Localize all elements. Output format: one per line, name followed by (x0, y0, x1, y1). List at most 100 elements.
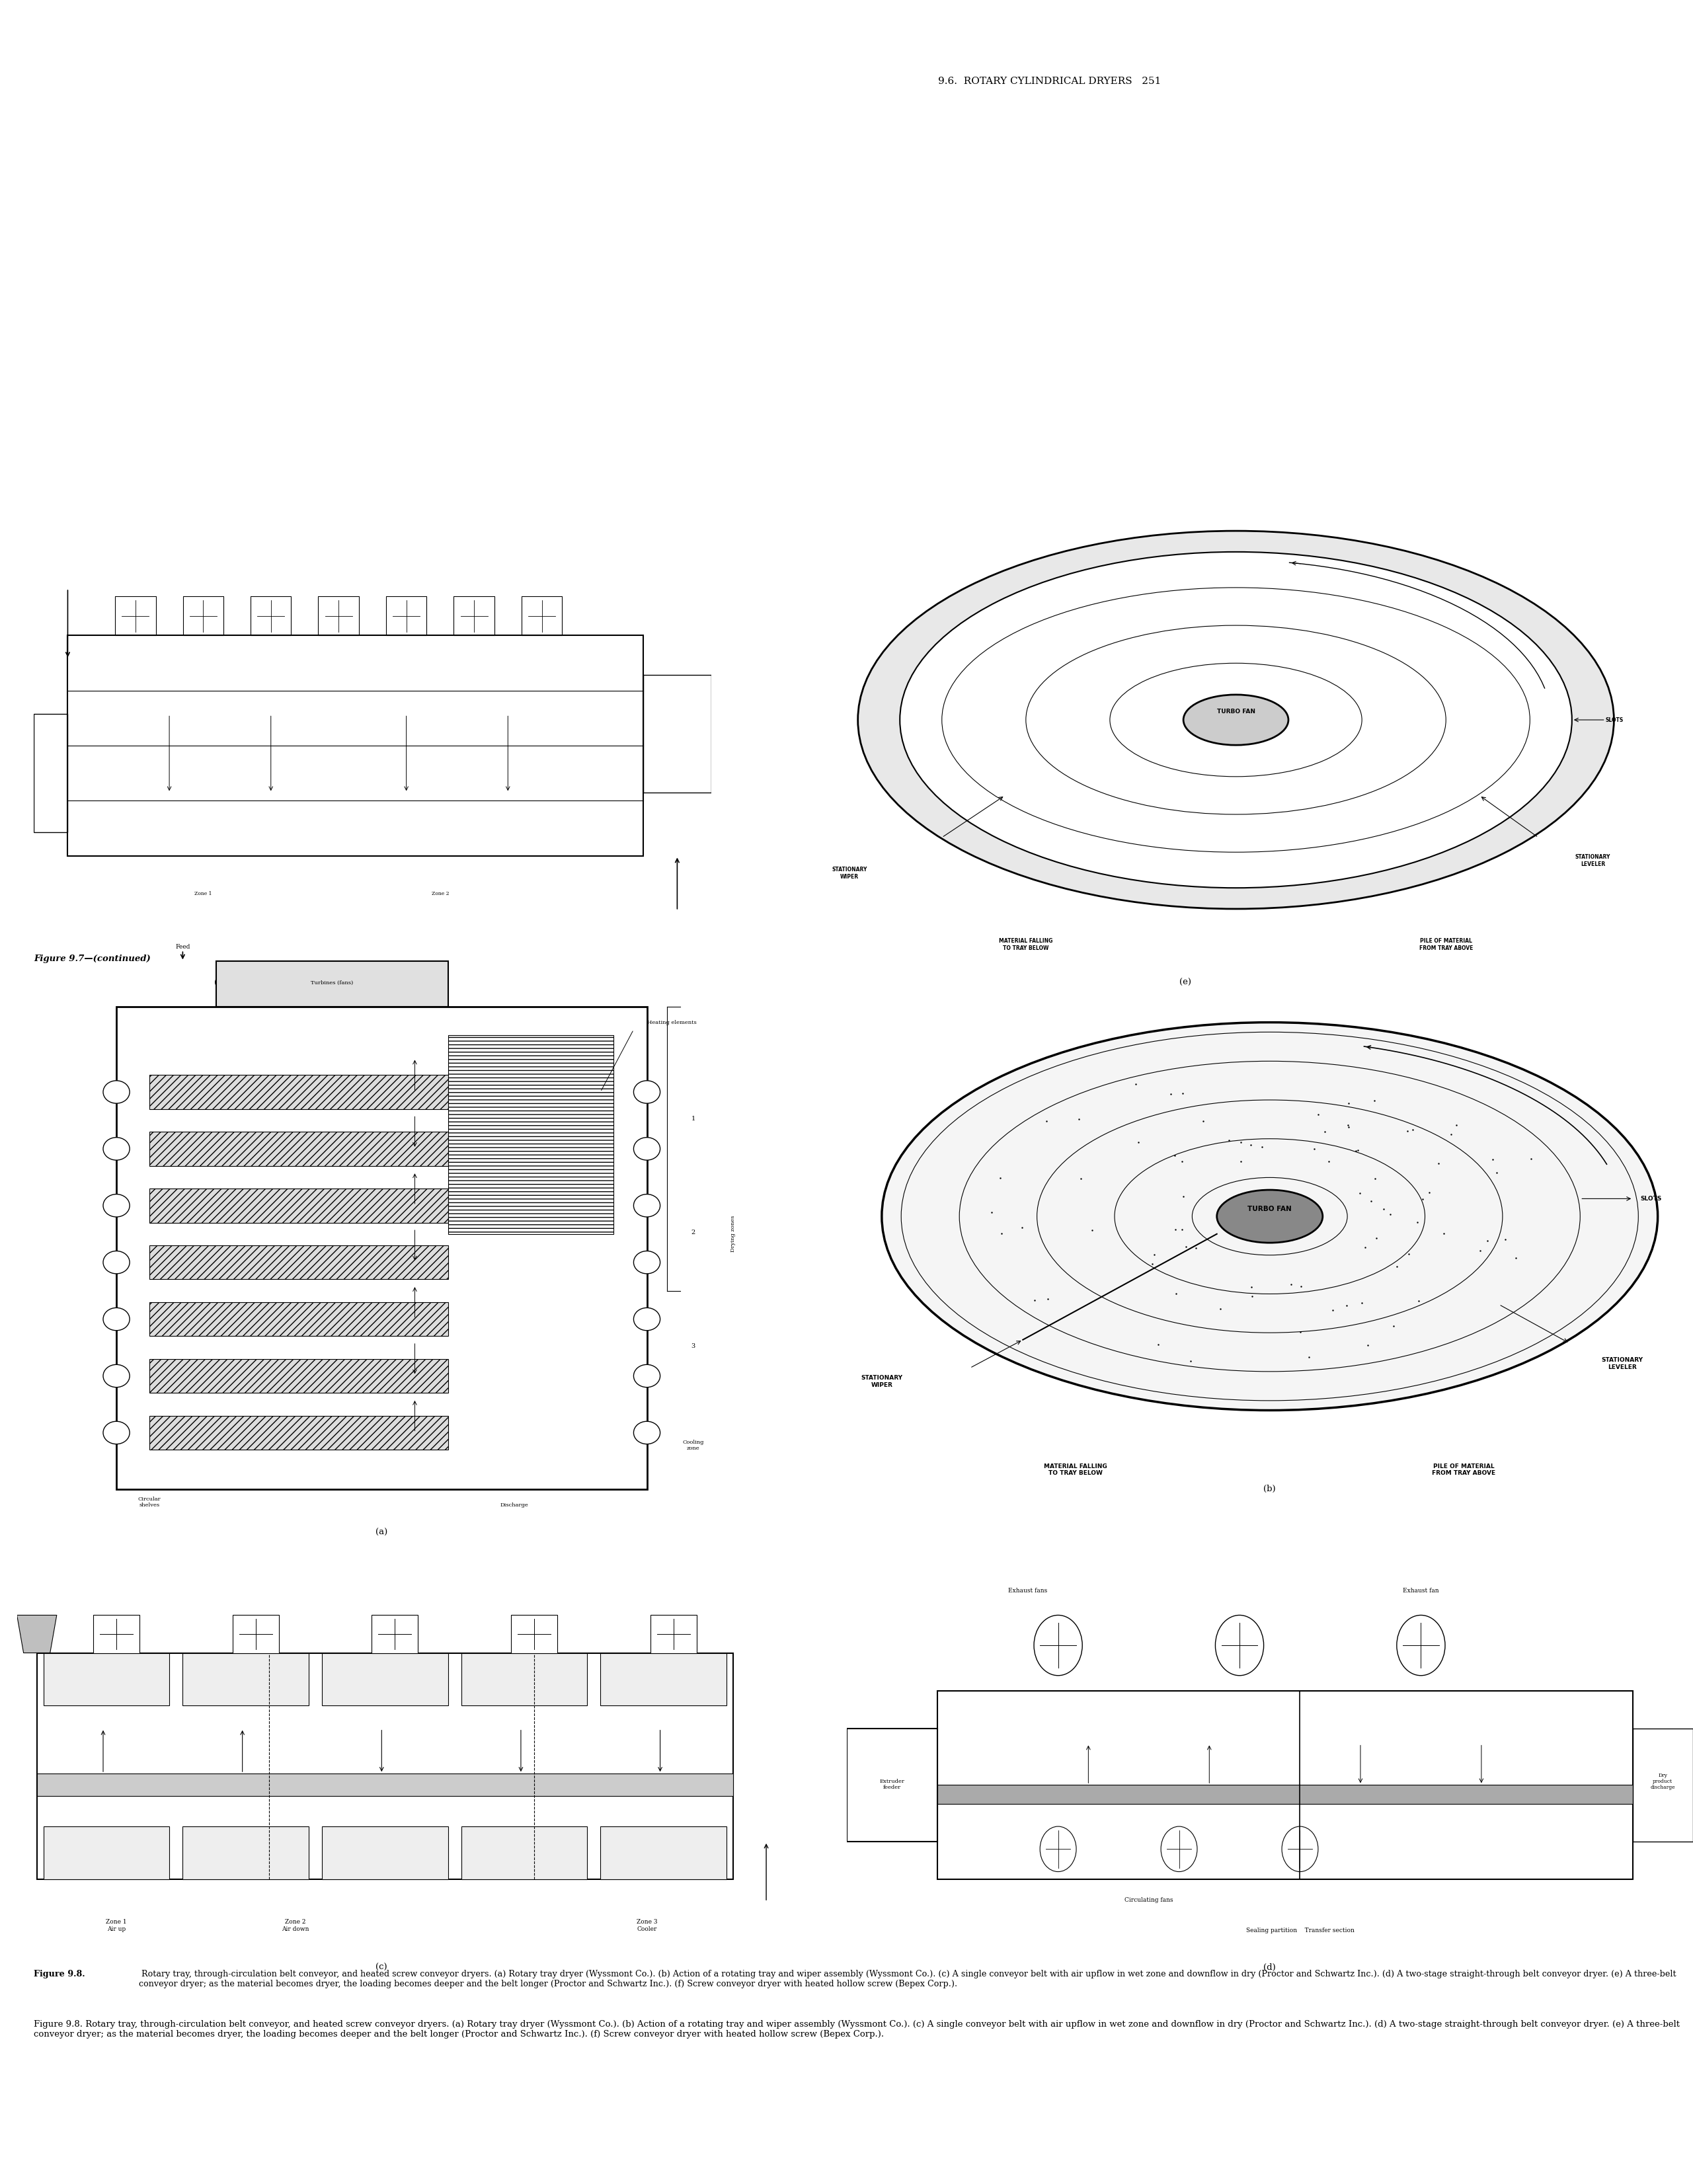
Circle shape (633, 1365, 660, 1387)
Bar (386, 596, 427, 636)
Circle shape (1216, 1616, 1263, 1675)
Bar (322, 1826, 449, 1878)
Text: Extruder
feeder: Extruder feeder (879, 1778, 904, 1791)
Bar (183, 1653, 308, 1706)
Text: (d): (d) (1263, 1963, 1277, 1972)
Text: Zone 2: Zone 2 (432, 891, 449, 895)
Bar (846, 1728, 938, 1841)
Circle shape (633, 1138, 660, 1160)
Bar (643, 675, 711, 793)
Bar (93, 1616, 139, 1653)
Text: Circular
shelves: Circular shelves (139, 1496, 161, 1507)
Text: 3: 3 (691, 1343, 696, 1350)
Text: (b): (b) (1263, 1485, 1277, 1494)
Bar (454, 596, 494, 636)
Bar (322, 1653, 449, 1706)
Text: PILE OF MATERIAL
FROM TRAY ABOVE: PILE OF MATERIAL FROM TRAY ABOVE (1432, 1463, 1495, 1476)
Text: Sealing partition    Transfer section: Sealing partition Transfer section (1246, 1928, 1354, 1933)
Bar (650, 1616, 696, 1653)
Text: PILE OF MATERIAL
FROM TRAY ABOVE: PILE OF MATERIAL FROM TRAY ABOVE (1419, 939, 1473, 950)
Text: STATIONARY
LEVELER: STATIONARY LEVELER (1574, 854, 1610, 867)
Ellipse shape (901, 553, 1571, 889)
Bar (521, 596, 562, 636)
Bar (44, 1653, 169, 1706)
Text: 2: 2 (691, 1230, 696, 1236)
Circle shape (103, 1081, 130, 1103)
Text: TURBO FAN: TURBO FAN (1217, 708, 1255, 714)
Text: 9.6.  ROTARY CYLINDRICAL DRYERS   251: 9.6. ROTARY CYLINDRICAL DRYERS 251 (938, 76, 1161, 85)
Circle shape (1282, 1826, 1319, 1872)
Bar (601, 1826, 726, 1878)
Text: Zone 1: Zone 1 (195, 891, 212, 895)
Circle shape (633, 1308, 660, 1330)
Text: Circulating fans: Circulating fans (1124, 1898, 1173, 1902)
Text: Zone 3
Cooler: Zone 3 Cooler (637, 1920, 657, 1933)
Bar (68, 636, 643, 856)
Text: Figure 9.8. Rotary tray, through-circulation belt conveyor, and heated screw con: Figure 9.8. Rotary tray, through-circula… (34, 2020, 1679, 2038)
Text: Rotary tray, through-circulation belt conveyor, and heated screw conveyor dryers: Rotary tray, through-circulation belt co… (139, 1970, 1676, 1987)
Ellipse shape (1217, 1190, 1322, 1243)
Bar (938, 1784, 1632, 1804)
Text: 1: 1 (691, 1116, 696, 1123)
Text: Dry
product
discharge: Dry product discharge (1651, 1773, 1674, 1791)
Bar (34, 714, 68, 832)
Text: Zone 1
Air up: Zone 1 Air up (107, 1920, 127, 1933)
Ellipse shape (882, 1022, 1657, 1411)
Text: Drying zones: Drying zones (730, 1216, 736, 1251)
Text: Discharge: Discharge (499, 1503, 528, 1507)
Bar (37, 1773, 733, 1795)
Text: STATIONARY
WIPER: STATIONARY WIPER (831, 867, 867, 880)
Bar (149, 1075, 449, 1109)
Bar (115, 596, 156, 636)
Bar (217, 961, 449, 1007)
Ellipse shape (1183, 695, 1288, 745)
Bar (37, 1653, 733, 1878)
Bar (117, 1007, 647, 1489)
Bar (601, 1653, 726, 1706)
Circle shape (103, 1422, 130, 1444)
Bar (938, 1690, 1632, 1878)
Circle shape (633, 1081, 660, 1103)
Circle shape (1161, 1826, 1197, 1872)
Bar (251, 596, 291, 636)
Polygon shape (17, 1616, 58, 1653)
Bar (460, 1653, 587, 1706)
Text: SLOTS: SLOTS (1605, 716, 1624, 723)
Circle shape (103, 1365, 130, 1387)
Circle shape (103, 1138, 130, 1160)
Text: Cooling
zone: Cooling zone (682, 1439, 704, 1450)
Text: Figure 9.8.: Figure 9.8. (34, 1970, 85, 1979)
Text: Zone 2
Air down: Zone 2 Air down (281, 1920, 310, 1933)
Ellipse shape (858, 531, 1613, 909)
Text: Figure 9.7—(continued): Figure 9.7—(continued) (34, 954, 151, 963)
Circle shape (633, 1422, 660, 1444)
Bar (460, 1826, 587, 1878)
Bar (149, 1358, 449, 1393)
Circle shape (1040, 1826, 1077, 1872)
Circle shape (1397, 1616, 1446, 1675)
Bar (232, 1616, 279, 1653)
Bar (183, 596, 223, 636)
Bar (149, 1188, 449, 1223)
Circle shape (103, 1308, 130, 1330)
Text: Exhaust fans: Exhaust fans (1009, 1588, 1048, 1594)
Text: (a): (a) (376, 1529, 388, 1538)
Circle shape (633, 1251, 660, 1273)
Text: (d): (d) (213, 978, 227, 987)
Text: Feed: Feed (176, 943, 190, 950)
Circle shape (103, 1251, 130, 1273)
Text: STATIONARY
WIPER: STATIONARY WIPER (862, 1376, 902, 1387)
Bar (183, 1826, 308, 1878)
Text: Exhaust fan: Exhaust fan (1403, 1588, 1439, 1594)
Circle shape (633, 1195, 660, 1216)
Text: STATIONARY
LEVELER: STATIONARY LEVELER (1602, 1358, 1644, 1369)
Text: MATERIAL FALLING
TO TRAY BELOW: MATERIAL FALLING TO TRAY BELOW (999, 939, 1053, 950)
Text: TURBO FAN: TURBO FAN (1248, 1206, 1292, 1212)
Circle shape (1034, 1616, 1082, 1675)
Bar (149, 1415, 449, 1450)
Bar (318, 596, 359, 636)
Text: SLOTS: SLOTS (1641, 1195, 1661, 1201)
Bar (1632, 1728, 1693, 1841)
Bar (149, 1302, 449, 1337)
Bar (372, 1616, 418, 1653)
